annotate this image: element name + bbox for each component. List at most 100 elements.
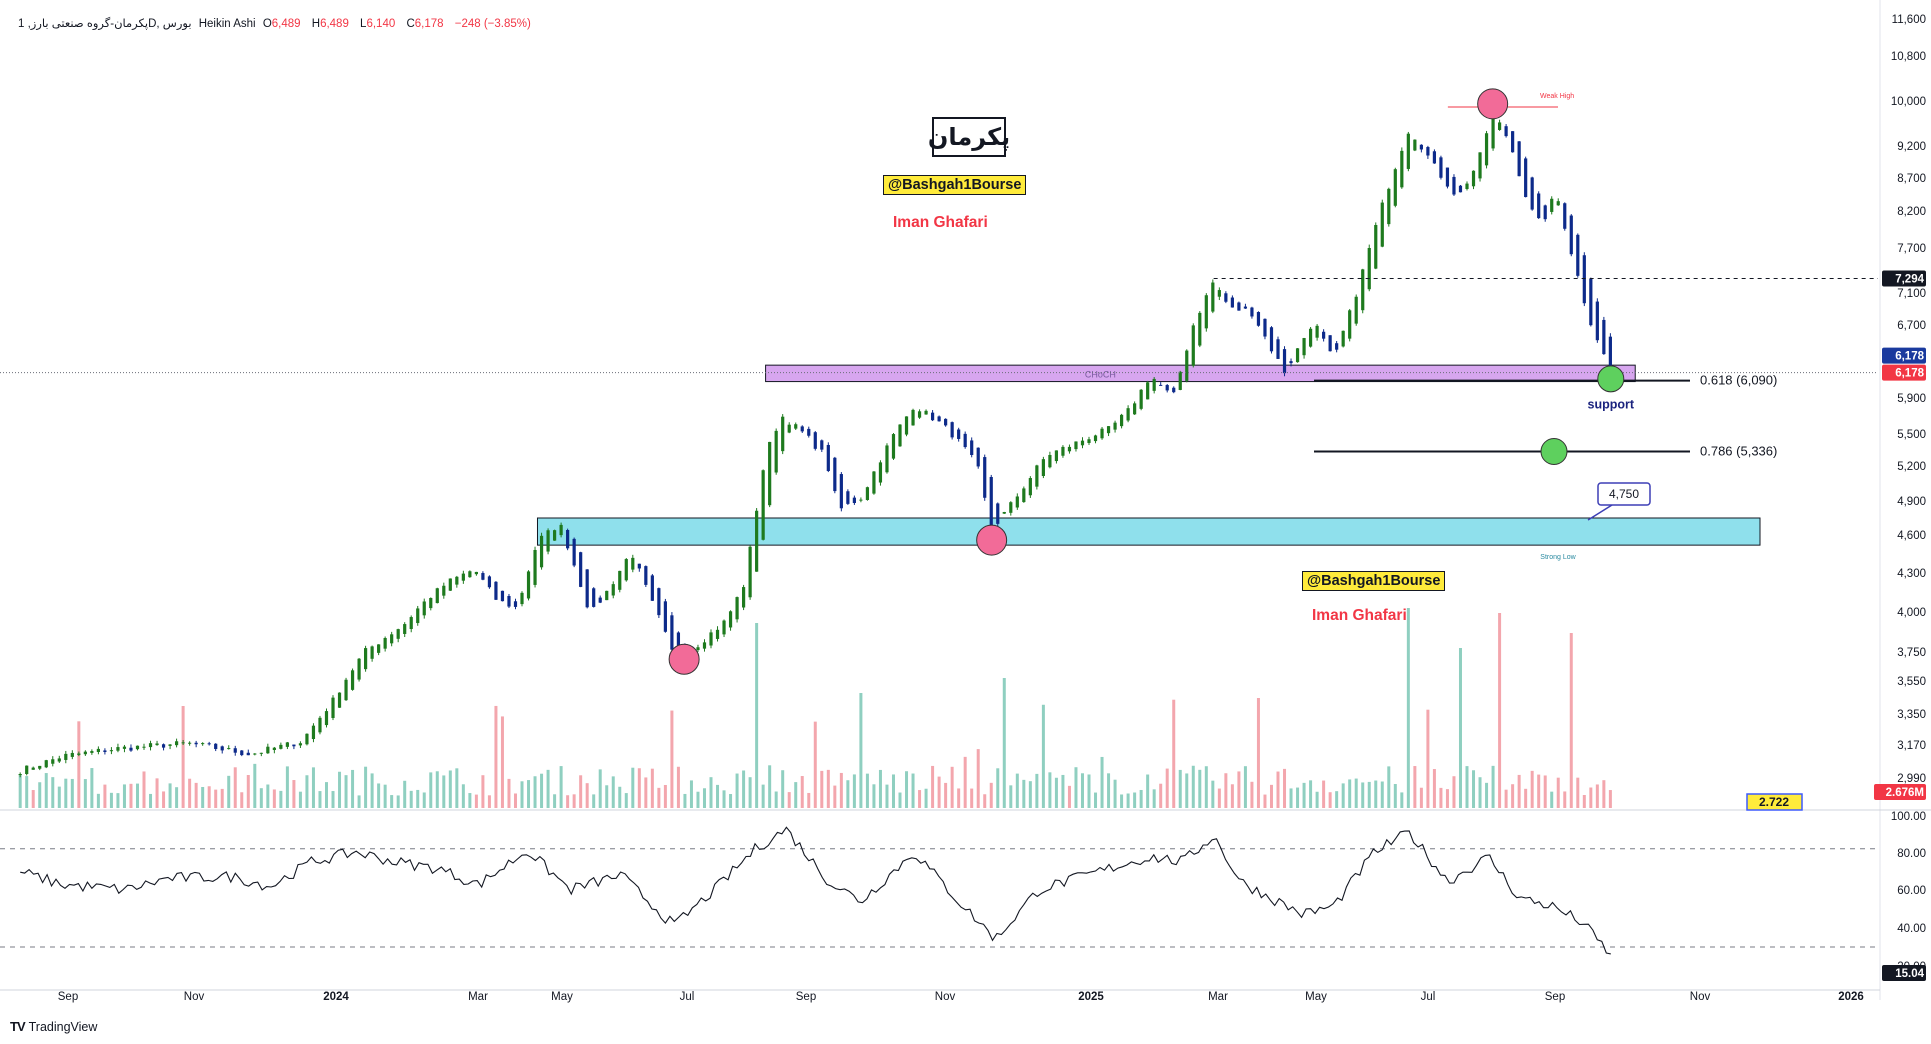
candle-body xyxy=(1335,343,1339,350)
volume-bar xyxy=(1185,773,1189,808)
candle-body xyxy=(1445,167,1450,187)
volume-bar xyxy=(1269,784,1273,808)
rsi-layer xyxy=(0,826,1878,955)
candle-body xyxy=(944,418,948,426)
candle-body xyxy=(377,644,381,653)
candle-body xyxy=(83,751,87,755)
volume-bar xyxy=(1322,780,1326,808)
candle-body xyxy=(103,750,107,752)
volume-bar xyxy=(233,767,237,808)
price-tick-label: 3,750 xyxy=(1897,647,1926,659)
candle-body xyxy=(1061,446,1065,456)
candle-body xyxy=(1374,224,1378,269)
volume-bar xyxy=(1315,791,1319,808)
volume-bar xyxy=(272,789,276,808)
candle-body xyxy=(911,409,915,426)
volume-bar xyxy=(142,771,146,808)
candle-body xyxy=(983,457,987,498)
price-tick-label: 11,600 xyxy=(1892,14,1926,26)
chart-style[interactable]: Heikin Ashi xyxy=(198,18,256,30)
volume-bar xyxy=(90,768,94,808)
volume-bar xyxy=(422,792,426,808)
candle-body xyxy=(513,601,518,607)
candle-body xyxy=(774,430,778,473)
volume-bar xyxy=(1061,774,1065,808)
volume-bar xyxy=(455,768,459,808)
candle-body xyxy=(839,474,843,509)
candle-body xyxy=(1517,141,1521,177)
volume-bar xyxy=(989,782,993,808)
volume-bar xyxy=(696,791,700,808)
candle-body xyxy=(813,432,817,449)
candle-body xyxy=(201,743,205,745)
volume-bar xyxy=(657,787,661,808)
candle-body xyxy=(728,611,733,628)
volume-bar xyxy=(1002,678,1006,808)
last-price-badge-bg xyxy=(1882,347,1926,364)
candle-body xyxy=(1322,331,1326,339)
candle-body xyxy=(898,424,902,447)
candle-body xyxy=(1015,496,1019,508)
candle-body xyxy=(1354,296,1358,324)
candle-body xyxy=(1582,255,1586,304)
symbol-name[interactable]: پکرمان-گروه صنعتی بارز, 1D, بورس xyxy=(18,18,192,30)
volume-bar xyxy=(435,771,439,808)
candle-body xyxy=(64,753,68,760)
volume-bar xyxy=(761,784,765,808)
candle-body xyxy=(768,441,772,506)
volume-bar xyxy=(1009,785,1013,808)
volume-bar xyxy=(409,790,413,808)
volume-bar xyxy=(1498,613,1502,808)
candle-body xyxy=(25,765,29,774)
volume-bar xyxy=(650,768,654,808)
volume-bar xyxy=(859,693,863,808)
candle-body xyxy=(1074,441,1078,450)
candle-body xyxy=(865,487,870,500)
candle-body xyxy=(904,416,909,435)
volume-bar xyxy=(331,791,335,808)
candle-body xyxy=(1504,126,1508,137)
candle-body xyxy=(1237,302,1241,311)
volume-ma-badge: 2.722 xyxy=(1759,795,1789,809)
volume-bar xyxy=(1550,791,1554,808)
volume-bar xyxy=(1367,781,1371,808)
candle-body xyxy=(859,499,863,501)
rsi-tick-label: 100.00 xyxy=(1891,811,1926,823)
candle-body xyxy=(1028,478,1032,496)
volume-bar xyxy=(527,780,531,808)
volume-bar xyxy=(481,775,485,808)
candle-body xyxy=(1478,152,1482,179)
open-value: 6,489 xyxy=(271,18,301,30)
close-key: C xyxy=(406,18,415,30)
candle-body xyxy=(1172,387,1176,393)
volume-bar xyxy=(1354,778,1358,808)
high-key: H xyxy=(311,18,321,30)
candle-body xyxy=(552,530,557,541)
candle-body xyxy=(800,426,804,432)
volume-bar xyxy=(1224,773,1228,808)
candle-body xyxy=(1511,131,1515,153)
volume-bar xyxy=(1361,782,1365,808)
volume-bar xyxy=(513,793,517,808)
volume-bar xyxy=(1458,648,1462,808)
axes-layer: 11,600 10,800 10,000 9,200 8,700 8,200 7,700 7,… xyxy=(0,0,1931,1003)
volume-bar xyxy=(624,793,628,808)
candle-body xyxy=(148,743,153,748)
volume-bar xyxy=(1413,766,1417,808)
candle-body xyxy=(924,410,928,415)
candle-body xyxy=(51,759,55,764)
tradingview-logo[interactable]: TV TradingView xyxy=(10,1019,97,1034)
candle-body xyxy=(227,748,231,750)
candle-body xyxy=(331,697,335,719)
volume-bar xyxy=(1504,789,1508,808)
volume-bar xyxy=(1517,774,1521,808)
volume-bar xyxy=(1465,766,1469,808)
volume-badge: 2.676M xyxy=(1886,787,1924,799)
volume-bar xyxy=(416,789,420,808)
marker-fib-786 xyxy=(1540,437,1568,465)
candle-body xyxy=(722,620,726,635)
candle-body xyxy=(90,751,94,753)
volume-bar xyxy=(794,782,798,808)
volume-bar xyxy=(305,775,309,808)
